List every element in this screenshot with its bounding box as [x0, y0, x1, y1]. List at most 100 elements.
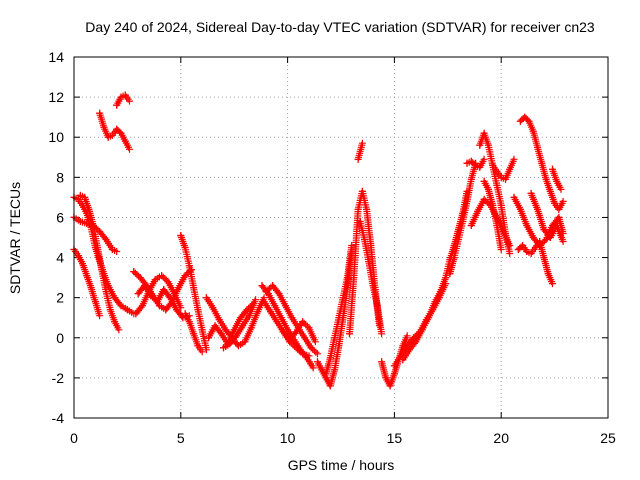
data-point	[358, 187, 366, 195]
data-point	[555, 213, 563, 221]
data-point	[549, 165, 556, 173]
data-point	[378, 330, 386, 338]
data-point	[198, 326, 206, 334]
data-point	[546, 187, 554, 195]
series-track-9	[134, 282, 193, 322]
data-point	[386, 382, 394, 390]
data-point	[361, 236, 368, 243]
data-point	[519, 242, 527, 249]
data-point	[502, 175, 509, 183]
data-point	[534, 205, 541, 213]
data-point	[546, 234, 554, 241]
data-point	[542, 175, 550, 183]
data-point	[326, 354, 334, 362]
data-point	[529, 234, 537, 241]
data-point	[153, 298, 161, 306]
data-point	[463, 159, 471, 167]
data-point	[559, 238, 567, 245]
data-point	[282, 302, 289, 310]
data-point	[531, 244, 539, 251]
data-point	[536, 242, 544, 249]
data-point	[311, 338, 319, 346]
data-point	[111, 318, 119, 326]
data-point	[181, 310, 189, 318]
data-point	[497, 173, 505, 181]
data-point	[497, 246, 505, 253]
data-point	[260, 298, 268, 306]
data-point	[299, 318, 307, 326]
data-point	[117, 302, 125, 310]
data-point	[160, 286, 168, 294]
data-point	[123, 306, 131, 314]
data-point	[108, 246, 116, 253]
data-point	[209, 304, 217, 312]
data-point	[232, 332, 240, 340]
data-point	[299, 350, 307, 358]
data-point	[83, 272, 91, 280]
data-point	[484, 185, 492, 193]
data-point	[529, 127, 537, 135]
data-point	[269, 282, 277, 290]
data-point	[121, 91, 129, 99]
y-axis-label: SDTVAR / TECUs	[7, 182, 23, 294]
data-point	[98, 266, 106, 274]
data-point	[350, 274, 358, 282]
data-point	[506, 250, 514, 257]
data-point	[173, 306, 180, 314]
y-tick-label: -4	[52, 410, 65, 426]
data-point	[96, 109, 104, 117]
data-point	[369, 282, 377, 290]
data-point	[222, 326, 230, 334]
series-track-20	[322, 242, 356, 378]
data-point	[292, 328, 300, 336]
data-point	[83, 220, 91, 227]
data-point	[220, 344, 227, 352]
x-tick-label: 5	[177, 430, 185, 446]
data-point	[185, 318, 193, 326]
data-point	[356, 218, 364, 225]
data-point	[271, 302, 279, 310]
data-point	[115, 326, 123, 334]
data-point	[279, 328, 287, 336]
data-point	[510, 193, 518, 201]
data-point	[241, 338, 249, 346]
data-point	[181, 244, 189, 251]
x-axis-label: GPS time / hours	[288, 457, 395, 473]
data-point	[162, 306, 170, 314]
series-track-34	[516, 113, 567, 213]
data-point	[521, 113, 529, 121]
data-point	[185, 262, 193, 270]
data-point	[136, 274, 144, 282]
data-point	[557, 185, 565, 193]
data-point	[190, 330, 198, 338]
data-point	[412, 338, 420, 346]
data-point	[516, 117, 524, 125]
data-point	[94, 244, 101, 251]
x-tick-label: 0	[70, 430, 78, 446]
track-markers	[399, 288, 444, 364]
data-point	[472, 161, 480, 169]
series-track-6	[113, 91, 133, 109]
data-point	[559, 197, 567, 205]
data-point	[506, 165, 514, 173]
data-point	[365, 258, 373, 266]
series-track-29	[463, 155, 488, 171]
data-point	[551, 199, 559, 207]
data-point	[111, 294, 119, 302]
data-point	[534, 143, 541, 151]
series-track-22	[356, 218, 386, 338]
data-point	[476, 163, 484, 171]
series-track-26	[399, 286, 445, 364]
data-point	[155, 302, 163, 310]
data-point	[202, 294, 210, 302]
y-tick-label: 10	[48, 129, 64, 145]
data-point	[348, 242, 356, 249]
data-point	[239, 322, 247, 330]
data-point	[113, 101, 121, 109]
data-point	[277, 314, 285, 322]
data-point	[130, 268, 138, 276]
series-track-10	[177, 232, 210, 354]
data-point	[141, 282, 148, 290]
grid-lines	[74, 57, 608, 418]
